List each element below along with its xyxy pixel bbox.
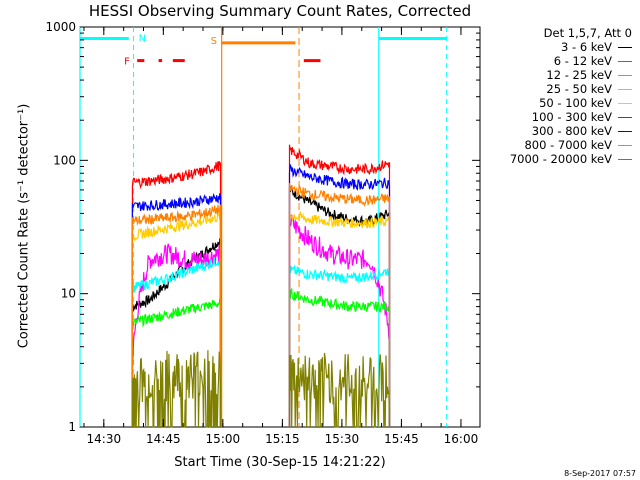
footer-timestamp: 8-Sep-2017 07:57 <box>564 469 636 478</box>
series-3 <box>131 256 391 427</box>
legend-swatch <box>618 46 632 48</box>
legend-item: 50 - 100 keV <box>484 96 632 110</box>
legend: Det 1,5,7, Att 0 3 - 6 keV 6 - 12 keV 12 -… <box>484 26 632 166</box>
series-line <box>288 144 391 427</box>
legend-swatch <box>618 144 632 146</box>
series-line <box>288 352 391 428</box>
y-tick-label: 10 <box>61 287 76 301</box>
x-axis-label: Start Time (30-Sep-15 14:21:22) <box>174 455 386 470</box>
legend-label: 300 - 800 keV <box>531 124 612 138</box>
legend-label: 3 - 6 keV <box>561 40 612 54</box>
legend-label: 25 - 50 keV <box>546 82 612 96</box>
legend-item: 6 - 12 keV <box>484 54 632 68</box>
x-tick-label: 15:45 <box>384 432 419 446</box>
legend-swatch <box>618 102 632 104</box>
legend-swatch <box>618 158 632 160</box>
series-line <box>131 204 222 427</box>
y-tick-label: 1 <box>68 420 76 434</box>
legend-label: 12 - 25 keV <box>546 68 612 82</box>
series-line <box>288 264 391 427</box>
series-line <box>131 211 222 427</box>
legend-label: 100 - 300 keV <box>531 110 612 124</box>
series-layer <box>131 144 391 428</box>
chart-title: HESSI Observing Summary Count Rates, Cor… <box>88 2 472 20</box>
legend-item: 300 - 800 keV <box>484 124 632 138</box>
legend-label: 800 - 7000 keV <box>524 138 612 152</box>
legend-swatch <box>618 60 632 62</box>
series-line <box>131 193 222 427</box>
series-7 <box>131 183 391 427</box>
series-line <box>131 238 222 427</box>
legend-swatch <box>618 74 632 76</box>
x-tick-label: 15:15 <box>265 432 300 446</box>
series-line <box>131 350 222 428</box>
night-label: N <box>139 33 146 44</box>
legend-label: 7000 - 20000 keV <box>509 152 612 166</box>
legend-item: 12 - 25 keV <box>484 68 632 82</box>
x-tick-label: 14:45 <box>146 432 181 446</box>
x-tick-label: 15:00 <box>206 432 241 446</box>
y-tick-label: 100 <box>53 153 76 167</box>
legend-item: 25 - 50 keV <box>484 82 632 96</box>
legend-item: 7000 - 20000 keV <box>484 152 632 166</box>
legend-item: 3 - 6 keV <box>484 40 632 54</box>
series-line <box>288 183 391 427</box>
series-line <box>131 243 222 427</box>
saa-label: S <box>211 36 217 47</box>
series-line <box>288 287 391 427</box>
legend-item: 100 - 300 keV <box>484 110 632 124</box>
series-line <box>288 162 391 427</box>
series-line <box>288 210 391 427</box>
series-line <box>131 298 222 427</box>
series-8 <box>131 350 391 428</box>
y-tick-label: 1000 <box>45 20 76 34</box>
annotation-layer: N S F <box>79 27 448 427</box>
series-4 <box>131 210 391 427</box>
axis-layer: 1 10 100 1000 14:30 14:45 15:00 15:15 15:30 15:45… <box>45 20 480 446</box>
series-5 <box>131 144 391 427</box>
legend-swatch <box>618 116 632 118</box>
legend-label: 6 - 12 keV <box>553 54 612 68</box>
legend-rows: 3 - 6 keV 6 - 12 keV 12 - 25 keV 25 - 50 ke… <box>484 40 632 166</box>
x-tick-label: 15:30 <box>325 432 360 446</box>
y-axis-label: Corrected Count Rate (s⁻¹ detector⁻¹) <box>16 103 32 349</box>
series-line <box>131 256 222 427</box>
legend-item: 800 - 7000 keV <box>484 138 632 152</box>
legend-title: Det 1,5,7, Att 0 <box>543 26 632 40</box>
series-line <box>288 186 391 427</box>
flare-label: F <box>124 57 130 68</box>
series-line <box>131 161 222 427</box>
series-2 <box>131 287 391 427</box>
x-tick-label: 14:30 <box>87 432 122 446</box>
series-1 <box>131 214 391 427</box>
series-6 <box>131 162 391 427</box>
legend-label: 50 - 100 keV <box>539 96 612 110</box>
x-tick-label: 16:00 <box>444 432 479 446</box>
series-0 <box>131 186 391 427</box>
legend-swatch <box>618 130 632 132</box>
legend-swatch <box>618 88 632 90</box>
